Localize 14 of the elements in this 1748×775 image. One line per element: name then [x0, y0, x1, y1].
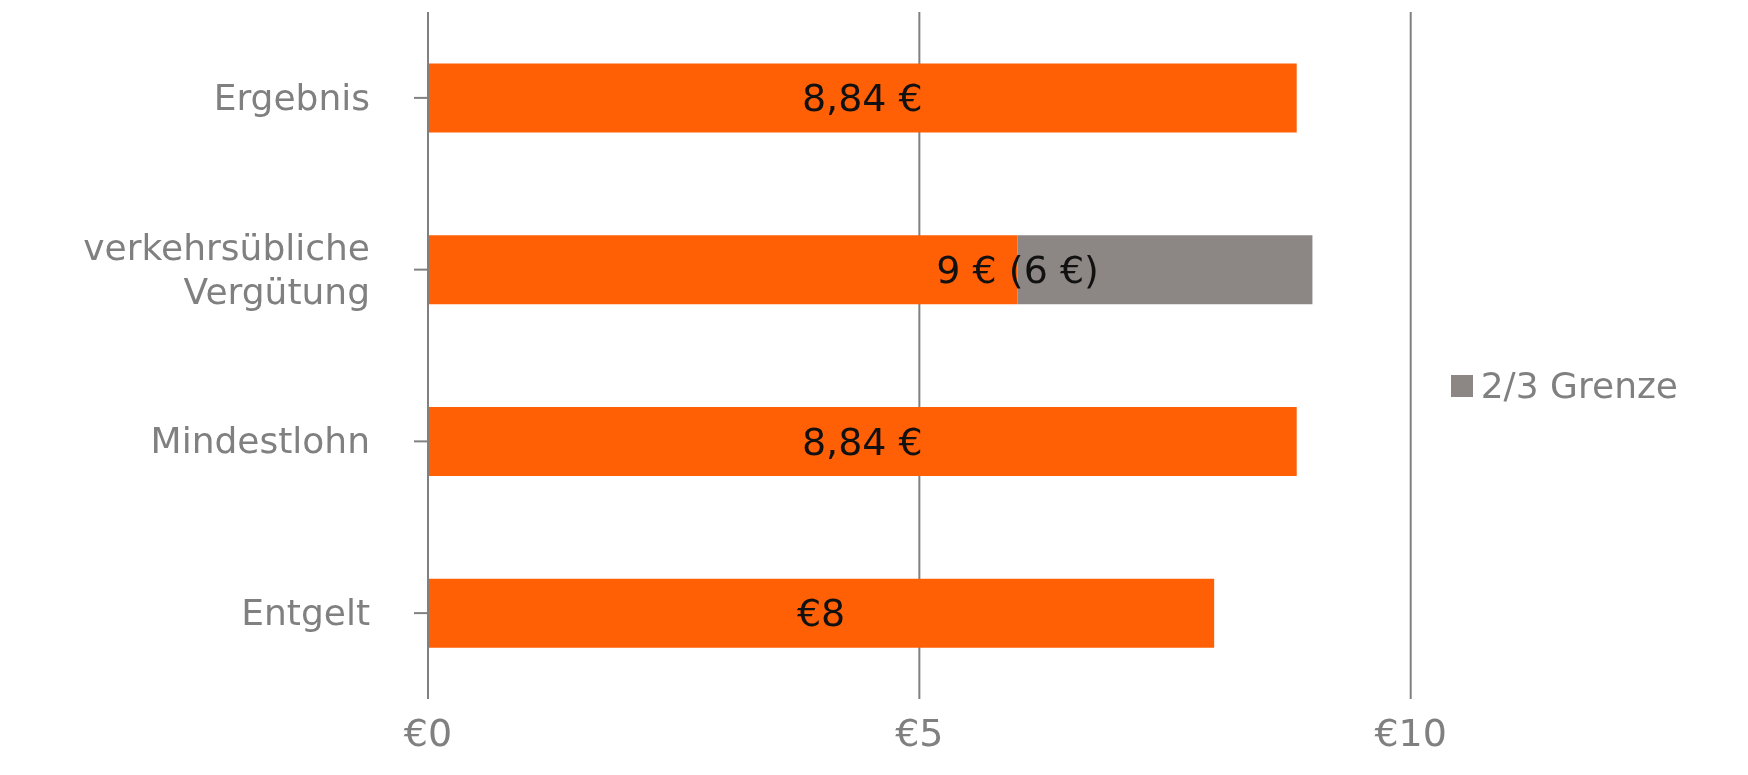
data-label: 8,84 € [801, 419, 923, 464]
data-label: €8 [796, 591, 846, 636]
x-tick-label: €0 [403, 710, 453, 755]
bar [428, 63, 1297, 133]
y-tick-label: Mindestlohn [150, 420, 370, 462]
bar [428, 407, 1297, 477]
x-tick-label: €10 [1374, 710, 1447, 755]
y-tick-label: Entgelt [241, 592, 370, 634]
legend-label: 2/3 Grenze [1480, 365, 1678, 406]
y-tick-label: verkehrsübliche Vergütung [83, 226, 370, 312]
x-tick-label: €5 [895, 710, 944, 755]
y-tick-label: Ergebnis [213, 76, 370, 118]
bar [428, 578, 1215, 648]
data-label: 8,84 € [801, 76, 923, 121]
